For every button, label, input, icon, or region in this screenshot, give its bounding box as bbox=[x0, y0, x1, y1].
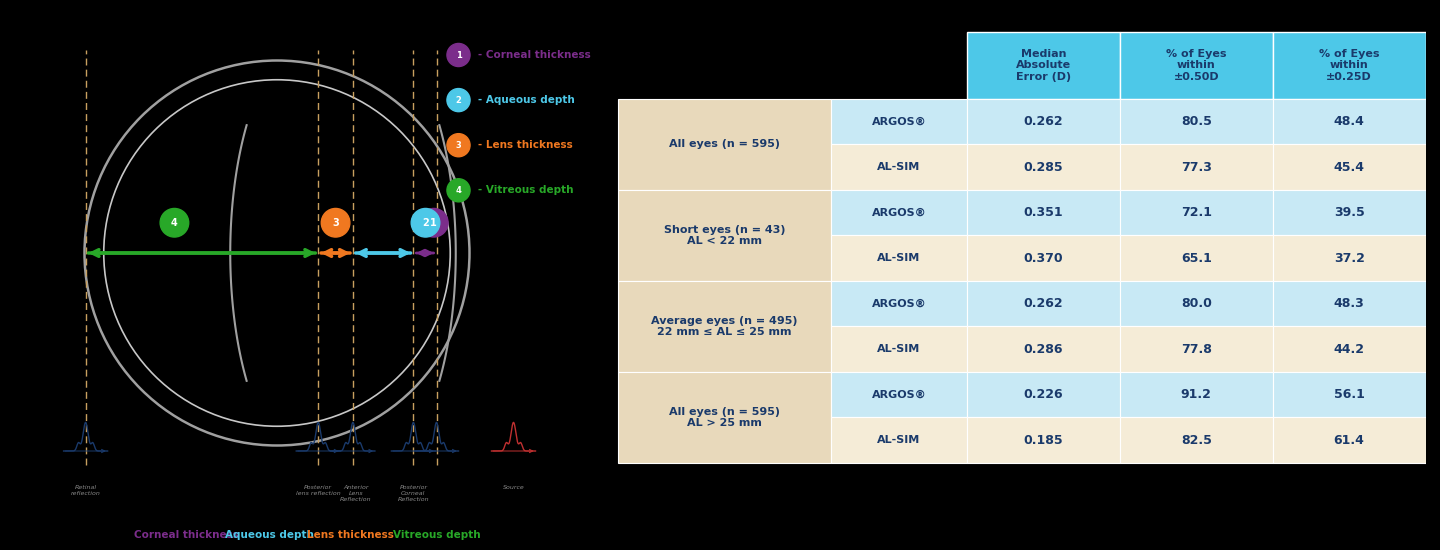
Text: 0.351: 0.351 bbox=[1024, 206, 1063, 219]
Text: 48.4: 48.4 bbox=[1333, 115, 1365, 128]
FancyBboxPatch shape bbox=[831, 326, 966, 372]
Text: 4: 4 bbox=[455, 186, 461, 195]
FancyBboxPatch shape bbox=[966, 235, 1120, 281]
Text: - Corneal thickness: - Corneal thickness bbox=[478, 50, 590, 60]
Text: 45.4: 45.4 bbox=[1333, 161, 1365, 174]
Text: 0.370: 0.370 bbox=[1024, 252, 1063, 265]
FancyBboxPatch shape bbox=[966, 281, 1120, 326]
FancyBboxPatch shape bbox=[1273, 99, 1426, 145]
FancyBboxPatch shape bbox=[1120, 235, 1273, 281]
FancyBboxPatch shape bbox=[966, 32, 1120, 99]
FancyBboxPatch shape bbox=[1273, 190, 1426, 235]
Text: ARGOS®: ARGOS® bbox=[871, 117, 926, 126]
Text: 0.226: 0.226 bbox=[1024, 388, 1063, 401]
FancyBboxPatch shape bbox=[1120, 145, 1273, 190]
Text: 2: 2 bbox=[455, 96, 461, 104]
Text: 0.262: 0.262 bbox=[1024, 297, 1063, 310]
Text: 0.285: 0.285 bbox=[1024, 161, 1063, 174]
Text: - Aqueous depth: - Aqueous depth bbox=[478, 95, 575, 105]
Text: 1: 1 bbox=[431, 218, 438, 228]
Text: Posterior
lens reflection: Posterior lens reflection bbox=[295, 485, 341, 496]
FancyBboxPatch shape bbox=[1273, 145, 1426, 190]
Text: All eyes (n = 595): All eyes (n = 595) bbox=[670, 139, 780, 150]
Text: 80.5: 80.5 bbox=[1181, 115, 1211, 128]
FancyBboxPatch shape bbox=[831, 99, 966, 145]
Text: All eyes (n = 595)
AL > 25 mm: All eyes (n = 595) AL > 25 mm bbox=[670, 406, 780, 428]
Text: 2: 2 bbox=[422, 218, 429, 228]
Text: % of Eyes
within
±0.25D: % of Eyes within ±0.25D bbox=[1319, 49, 1380, 82]
FancyBboxPatch shape bbox=[1273, 235, 1426, 281]
Text: 0.262: 0.262 bbox=[1024, 115, 1063, 128]
FancyBboxPatch shape bbox=[966, 145, 1120, 190]
Text: AL-SIM: AL-SIM bbox=[877, 162, 920, 172]
FancyBboxPatch shape bbox=[831, 417, 966, 463]
FancyBboxPatch shape bbox=[1273, 326, 1426, 372]
FancyBboxPatch shape bbox=[831, 145, 966, 190]
Text: ARGOS®: ARGOS® bbox=[871, 389, 926, 400]
FancyBboxPatch shape bbox=[1120, 326, 1273, 372]
FancyBboxPatch shape bbox=[966, 99, 1120, 145]
Text: AL-SIM: AL-SIM bbox=[877, 253, 920, 263]
FancyBboxPatch shape bbox=[1120, 372, 1273, 417]
Text: 77.8: 77.8 bbox=[1181, 343, 1211, 356]
Text: Corneal thickness: Corneal thickness bbox=[134, 530, 239, 540]
Text: 3: 3 bbox=[333, 218, 338, 228]
Text: Short eyes (n = 43)
AL < 22 mm: Short eyes (n = 43) AL < 22 mm bbox=[664, 224, 785, 246]
FancyBboxPatch shape bbox=[966, 372, 1120, 417]
Text: 44.2: 44.2 bbox=[1333, 343, 1365, 356]
FancyBboxPatch shape bbox=[831, 190, 966, 235]
FancyBboxPatch shape bbox=[1273, 281, 1426, 326]
Text: ARGOS®: ARGOS® bbox=[871, 299, 926, 309]
Text: 0.185: 0.185 bbox=[1024, 433, 1063, 447]
FancyBboxPatch shape bbox=[1120, 32, 1273, 99]
FancyBboxPatch shape bbox=[619, 281, 831, 372]
Text: Source: Source bbox=[503, 485, 524, 490]
FancyBboxPatch shape bbox=[1120, 99, 1273, 145]
Circle shape bbox=[446, 134, 469, 157]
Text: Posterior
Corneal
Reflection: Posterior Corneal Reflection bbox=[397, 485, 429, 502]
FancyBboxPatch shape bbox=[619, 190, 831, 281]
Circle shape bbox=[160, 208, 189, 237]
Text: Average eyes (n = 495)
22 mm ≤ AL ≤ 25 mm: Average eyes (n = 495) 22 mm ≤ AL ≤ 25 m… bbox=[651, 316, 798, 337]
FancyBboxPatch shape bbox=[1273, 32, 1426, 99]
Text: 77.3: 77.3 bbox=[1181, 161, 1211, 174]
Text: 4: 4 bbox=[171, 218, 177, 228]
FancyBboxPatch shape bbox=[966, 326, 1120, 372]
Text: Retinal
reflection: Retinal reflection bbox=[71, 485, 101, 496]
Text: 0.286: 0.286 bbox=[1024, 343, 1063, 356]
Text: Vitreous depth: Vitreous depth bbox=[393, 530, 480, 540]
FancyBboxPatch shape bbox=[1273, 372, 1426, 417]
Text: 48.3: 48.3 bbox=[1333, 297, 1365, 310]
Circle shape bbox=[446, 179, 469, 202]
Circle shape bbox=[419, 208, 448, 237]
Text: Aqueous depth: Aqueous depth bbox=[225, 530, 314, 540]
Text: 1: 1 bbox=[455, 51, 461, 59]
Text: AL-SIM: AL-SIM bbox=[877, 435, 920, 445]
Circle shape bbox=[446, 89, 469, 112]
FancyBboxPatch shape bbox=[831, 372, 966, 417]
FancyBboxPatch shape bbox=[966, 417, 1120, 463]
FancyBboxPatch shape bbox=[619, 99, 831, 190]
Text: 72.1: 72.1 bbox=[1181, 206, 1211, 219]
Circle shape bbox=[446, 43, 469, 67]
FancyBboxPatch shape bbox=[831, 281, 966, 326]
Text: Lens thickness: Lens thickness bbox=[307, 530, 395, 540]
Text: 91.2: 91.2 bbox=[1181, 388, 1211, 401]
Text: 80.0: 80.0 bbox=[1181, 297, 1211, 310]
Circle shape bbox=[412, 208, 439, 237]
Text: - Vitreous depth: - Vitreous depth bbox=[478, 185, 573, 195]
FancyBboxPatch shape bbox=[831, 235, 966, 281]
Circle shape bbox=[321, 208, 350, 237]
FancyBboxPatch shape bbox=[1120, 190, 1273, 235]
Text: 56.1: 56.1 bbox=[1333, 388, 1365, 401]
FancyBboxPatch shape bbox=[1273, 417, 1426, 463]
Text: Median
Absolute
Error (D): Median Absolute Error (D) bbox=[1015, 49, 1071, 82]
Text: 39.5: 39.5 bbox=[1333, 206, 1365, 219]
FancyBboxPatch shape bbox=[966, 190, 1120, 235]
Text: 82.5: 82.5 bbox=[1181, 433, 1211, 447]
FancyBboxPatch shape bbox=[1120, 281, 1273, 326]
Text: 61.4: 61.4 bbox=[1333, 433, 1365, 447]
Text: 37.2: 37.2 bbox=[1333, 252, 1365, 265]
Text: 3: 3 bbox=[455, 141, 461, 150]
Text: 65.1: 65.1 bbox=[1181, 252, 1211, 265]
